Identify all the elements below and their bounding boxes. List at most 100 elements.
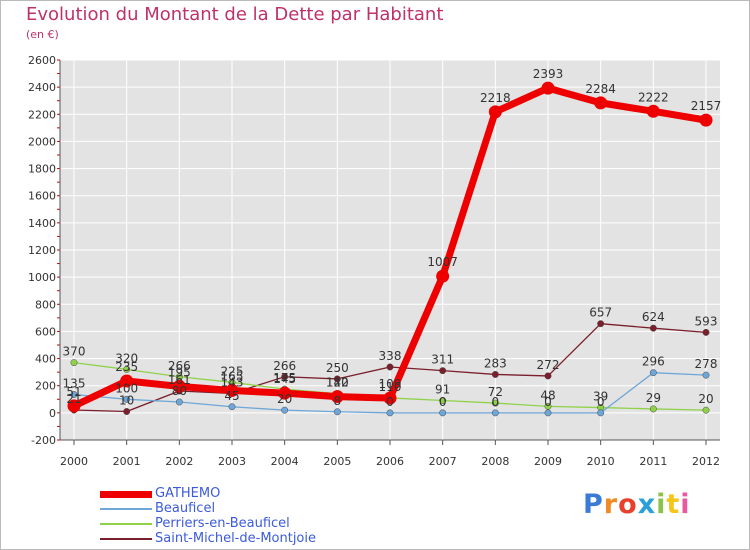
x-tick-label: 2008 — [481, 455, 509, 468]
logo-letter: P — [583, 489, 604, 520]
data-label-beauficel: 0 — [544, 395, 552, 409]
legend-swatch — [100, 523, 152, 525]
data-label-saint-michel-de-montjoie: 624 — [642, 310, 665, 324]
x-tick-label: 2004 — [271, 455, 299, 468]
data-point-perriers-en-beauficel — [123, 365, 131, 373]
data-point-beauficel — [386, 409, 394, 417]
data-label-gathemo: 1007 — [427, 255, 458, 269]
x-tick-label: 2003 — [218, 455, 246, 468]
data-point-saint-michel-de-montjoie — [649, 324, 657, 332]
logo-letter: o — [618, 489, 638, 520]
data-point-beauficel — [649, 369, 657, 377]
data-point-gathemo — [67, 399, 81, 413]
y-tick-label: 2400 — [28, 81, 56, 94]
data-point-perriers-en-beauficel — [702, 406, 710, 414]
data-label-beauficel: 0 — [386, 395, 394, 409]
data-label-beauficel: 278 — [695, 357, 718, 371]
data-label-gathemo: 2393 — [533, 67, 564, 81]
legend-label: Saint-Michel-de-Montjoie — [155, 531, 316, 546]
x-tick-label: 2009 — [534, 455, 562, 468]
data-label-beauficel: 8 — [334, 394, 342, 408]
data-point-saint-michel-de-montjoie — [386, 363, 394, 371]
data-label-beauficel: 135 — [63, 377, 86, 391]
chart-title: Evolution du Montant de la Dette par Hab… — [26, 4, 444, 25]
legend-swatch — [100, 538, 152, 540]
data-label-beauficel: 80 — [172, 384, 187, 398]
x-tick-label: 2006 — [376, 455, 404, 468]
y-tick-label: 2200 — [28, 108, 56, 121]
axes: -200020040060080010001200140016001800200… — [28, 54, 720, 468]
data-label-saint-michel-de-montjoie: 143 — [221, 375, 244, 389]
data-point-saint-michel-de-montjoie — [439, 367, 447, 375]
y-tick-label: 1200 — [28, 244, 56, 257]
data-point-beauficel — [281, 406, 289, 414]
data-label-gathemo: 109 — [379, 377, 402, 391]
data-point-saint-michel-de-montjoie — [597, 320, 605, 328]
data-point-saint-michel-de-montjoie — [123, 408, 131, 415]
data-point-beauficel — [544, 409, 552, 417]
data-point-beauficel — [333, 408, 341, 416]
x-tick-label: 2002 — [165, 455, 193, 468]
x-tick-label: 2000 — [60, 455, 88, 468]
data-label-gathemo: 235 — [115, 360, 138, 374]
data-point-saint-michel-de-montjoie — [333, 375, 341, 383]
data-label-gathemo: 165 — [221, 369, 244, 383]
x-tick-label: 2005 — [323, 455, 351, 468]
y-tick-label: 400 — [35, 353, 56, 366]
legend-label: Beauficel — [155, 501, 216, 516]
data-point-perriers-en-beauficel — [491, 399, 499, 407]
data-label-perriers-en-beauficel: 320 — [115, 351, 138, 365]
data-label-saint-michel-de-montjoie: 266 — [273, 359, 296, 373]
data-label-saint-michel-de-montjoie: 338 — [379, 349, 402, 363]
proxiti-logo: Proxiti — [583, 489, 691, 520]
data-point-gathemo — [541, 81, 555, 95]
data-point-gathemo — [120, 374, 134, 388]
data-point-gathemo — [383, 391, 397, 405]
y-tick-label: 1000 — [28, 271, 56, 284]
data-label-saint-michel-de-montjoie: 283 — [484, 356, 507, 370]
y-tick-label: 2600 — [28, 54, 56, 67]
logo-letter: i — [656, 489, 667, 520]
data-label-beauficel: 0 — [492, 395, 500, 409]
data-labels: 21 10 161 143 266 250 338 311 283 272 657 624 593 370… — [63, 67, 722, 409]
data-label-perriers-en-beauficel: 48 — [540, 388, 555, 402]
data-point-perriers-en-beauficel — [439, 397, 447, 404]
data-label-saint-michel-de-montjoie: 311 — [431, 353, 454, 367]
data-point-saint-michel-de-montjoie — [702, 328, 710, 336]
x-tick-label: 2012 — [692, 455, 720, 468]
data-label-gathemo: 145 — [273, 372, 296, 386]
data-label-perriers-en-beauficel: 72 — [488, 385, 503, 399]
data-label-perriers-en-beauficel: 110 — [379, 380, 402, 394]
data-point-gathemo — [646, 104, 660, 118]
data-label-gathemo: 2157 — [691, 99, 722, 113]
data-label-saint-michel-de-montjoie: 250 — [326, 361, 349, 375]
legend-swatch — [100, 490, 152, 498]
y-tick-label: 1800 — [28, 163, 56, 176]
data-label-beauficel: 45 — [224, 389, 239, 403]
logo-letter: x — [637, 489, 657, 520]
y-tick-label: 600 — [35, 325, 56, 338]
data-point-beauficel — [228, 403, 236, 411]
data-label-perriers-en-beauficel: 39 — [593, 390, 608, 404]
legend-label: GATHEMO — [155, 486, 221, 501]
logo-letter: r — [603, 489, 619, 520]
data-point-beauficel — [491, 409, 499, 417]
data-label-perriers-en-beauficel: 266 — [168, 359, 191, 373]
x-tick-label: 2010 — [587, 455, 615, 468]
data-label-gathemo: 195 — [168, 365, 191, 379]
data-point-beauficel — [70, 391, 78, 398]
data-label-perriers-en-beauficel: 370 — [63, 345, 86, 359]
data-label-saint-michel-de-montjoie: 272 — [537, 358, 560, 372]
data-label-saint-michel-de-montjoie: 21 — [66, 392, 81, 406]
data-point-gathemo — [488, 105, 502, 119]
data-label-perriers-en-beauficel: 142 — [326, 376, 349, 390]
data-label-perriers-en-beauficel: 20 — [698, 392, 713, 406]
data-point-beauficel — [702, 371, 710, 379]
data-label-beauficel: 20 — [277, 392, 292, 406]
x-tick-label: 2001 — [113, 455, 141, 468]
logo-letter: t — [666, 489, 681, 520]
data-label-gathemo: 2222 — [638, 90, 669, 104]
y-tick-label: 2000 — [28, 135, 56, 148]
unit-label: (en €) — [26, 28, 59, 41]
y-tick-label: -200 — [31, 434, 56, 447]
